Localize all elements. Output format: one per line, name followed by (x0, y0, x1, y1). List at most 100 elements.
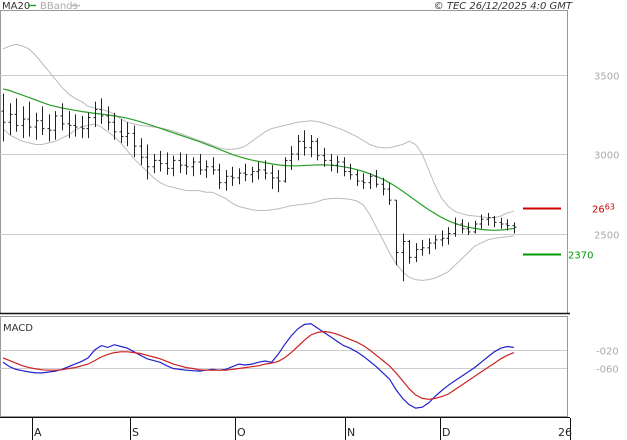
support-label: 2370 (568, 251, 593, 262)
price-bars (1, 93, 517, 282)
ohlc-bar (499, 217, 504, 229)
ohlc-bar (191, 157, 196, 177)
x-tick-label: S (132, 426, 139, 439)
ohlc-bar (289, 146, 294, 170)
ohlc-bar (112, 112, 117, 140)
ohlc-bar (270, 165, 275, 190)
ohlc-bar (237, 168, 242, 185)
ohlc-bar (80, 115, 85, 139)
ohlc-bar (230, 166, 235, 186)
x-tick-label: 26 (558, 426, 572, 439)
ohlc-bar (250, 166, 255, 183)
macd-line (2, 322, 514, 409)
ohlc-bar (276, 169, 281, 193)
ohlc-bar (322, 147, 327, 167)
ohlc-bar (8, 103, 13, 135)
ohlc-bar (302, 130, 307, 156)
price-grid: 2500 3000 3500 (0, 72, 619, 242)
x-tick-label: A (34, 426, 42, 439)
ohlc-bar (256, 162, 261, 180)
ohlc-bar (139, 138, 144, 166)
ohlc-bar (329, 154, 334, 172)
ohlc-bar (309, 134, 314, 158)
ohlc-bar (171, 155, 176, 177)
ohlc-bar (119, 119, 124, 143)
ohlc-bar (315, 138, 320, 161)
ohlc-bar (217, 163, 222, 190)
ohlc-bar (505, 219, 510, 231)
ma20-line (2, 88, 514, 231)
ohlc-bar (387, 182, 392, 205)
ohlc-bar (1, 93, 6, 142)
ohlc-bar (204, 160, 209, 178)
ohlc-bar (368, 173, 373, 190)
ohlc-bar (335, 155, 340, 174)
legend-ma20: MA20 (2, 1, 30, 12)
ohlc-bar (427, 238, 432, 255)
ohlc-bar (178, 152, 183, 174)
ohlc-bar (106, 106, 111, 131)
ohlc-bar (198, 154, 203, 175)
macd-panel-frame (0, 316, 568, 417)
price-annotations: 2663 2370 (523, 203, 615, 262)
ohlc-bar (152, 154, 157, 174)
ohlc-bar (14, 98, 19, 132)
ohlc-bar (479, 214, 484, 229)
ohlc-bar (460, 219, 465, 234)
bb-upper-line (2, 43, 515, 219)
ohlc-bar (381, 177, 386, 196)
ohlc-bar (211, 157, 216, 175)
ohlc-bar (492, 216, 497, 228)
ohlc-bar (440, 230, 445, 247)
ohlc-bar (27, 101, 32, 137)
macd-lines (2, 322, 515, 409)
ohlc-bar (40, 106, 45, 135)
ohlc-bar (414, 243, 419, 263)
ohlc-bar (86, 112, 91, 139)
ohlc-bar (165, 152, 170, 175)
x-tick-label: D (442, 426, 450, 439)
ohlc-bar (21, 106, 26, 139)
ohlc-bar (224, 169, 229, 191)
ohlc-bar (47, 114, 52, 142)
ohlc-bar (420, 239, 425, 256)
ohlc-bar (53, 111, 58, 140)
ohlc-bar (348, 163, 353, 180)
ohlc-bar (342, 157, 347, 177)
ohlc-bar (283, 157, 288, 183)
ohlc-bar (401, 233, 406, 282)
ohlc-bar (374, 169, 379, 188)
ma20-polyline (2, 88, 514, 231)
ohlc-bar (67, 111, 72, 139)
x-tick-label: O (237, 426, 246, 439)
resistance-label: 2663 (592, 203, 615, 216)
x-axis-labels: A S O N D 26 (32, 418, 572, 440)
ohlc-bar (394, 199, 399, 266)
price-tick-label: 2500 (594, 231, 619, 242)
ohlc-bar (60, 103, 65, 131)
price-tick-label: 3000 (594, 151, 619, 162)
ohlc-bar (473, 220, 478, 234)
ohlc-bar (132, 125, 137, 158)
legend-bbands: BBands (40, 1, 78, 12)
ohlc-bar (355, 169, 360, 186)
x-tick-label: N (347, 426, 355, 439)
ohlc-bar (34, 112, 39, 140)
ohlc-bar (158, 150, 163, 172)
ohlc-bar (296, 134, 301, 161)
macd-signal-line (2, 330, 515, 400)
ohlc-bar (466, 222, 471, 236)
ohlc-bar (446, 227, 451, 245)
ohlc-bar (125, 122, 130, 147)
macd-tick-label: -020 (596, 347, 619, 358)
ohlc-bar (243, 163, 248, 182)
ohlc-bar (73, 114, 78, 137)
ohlc-bar (486, 212, 491, 226)
macd-title: MACD (3, 323, 33, 334)
ohlc-bar (145, 144, 150, 180)
copyright-text: © TEC 26/12/2025 4:0 GMT (434, 1, 573, 12)
ohlc-bar (263, 160, 268, 180)
ohlc-bar (184, 154, 189, 175)
ohlc-bar (453, 217, 458, 237)
